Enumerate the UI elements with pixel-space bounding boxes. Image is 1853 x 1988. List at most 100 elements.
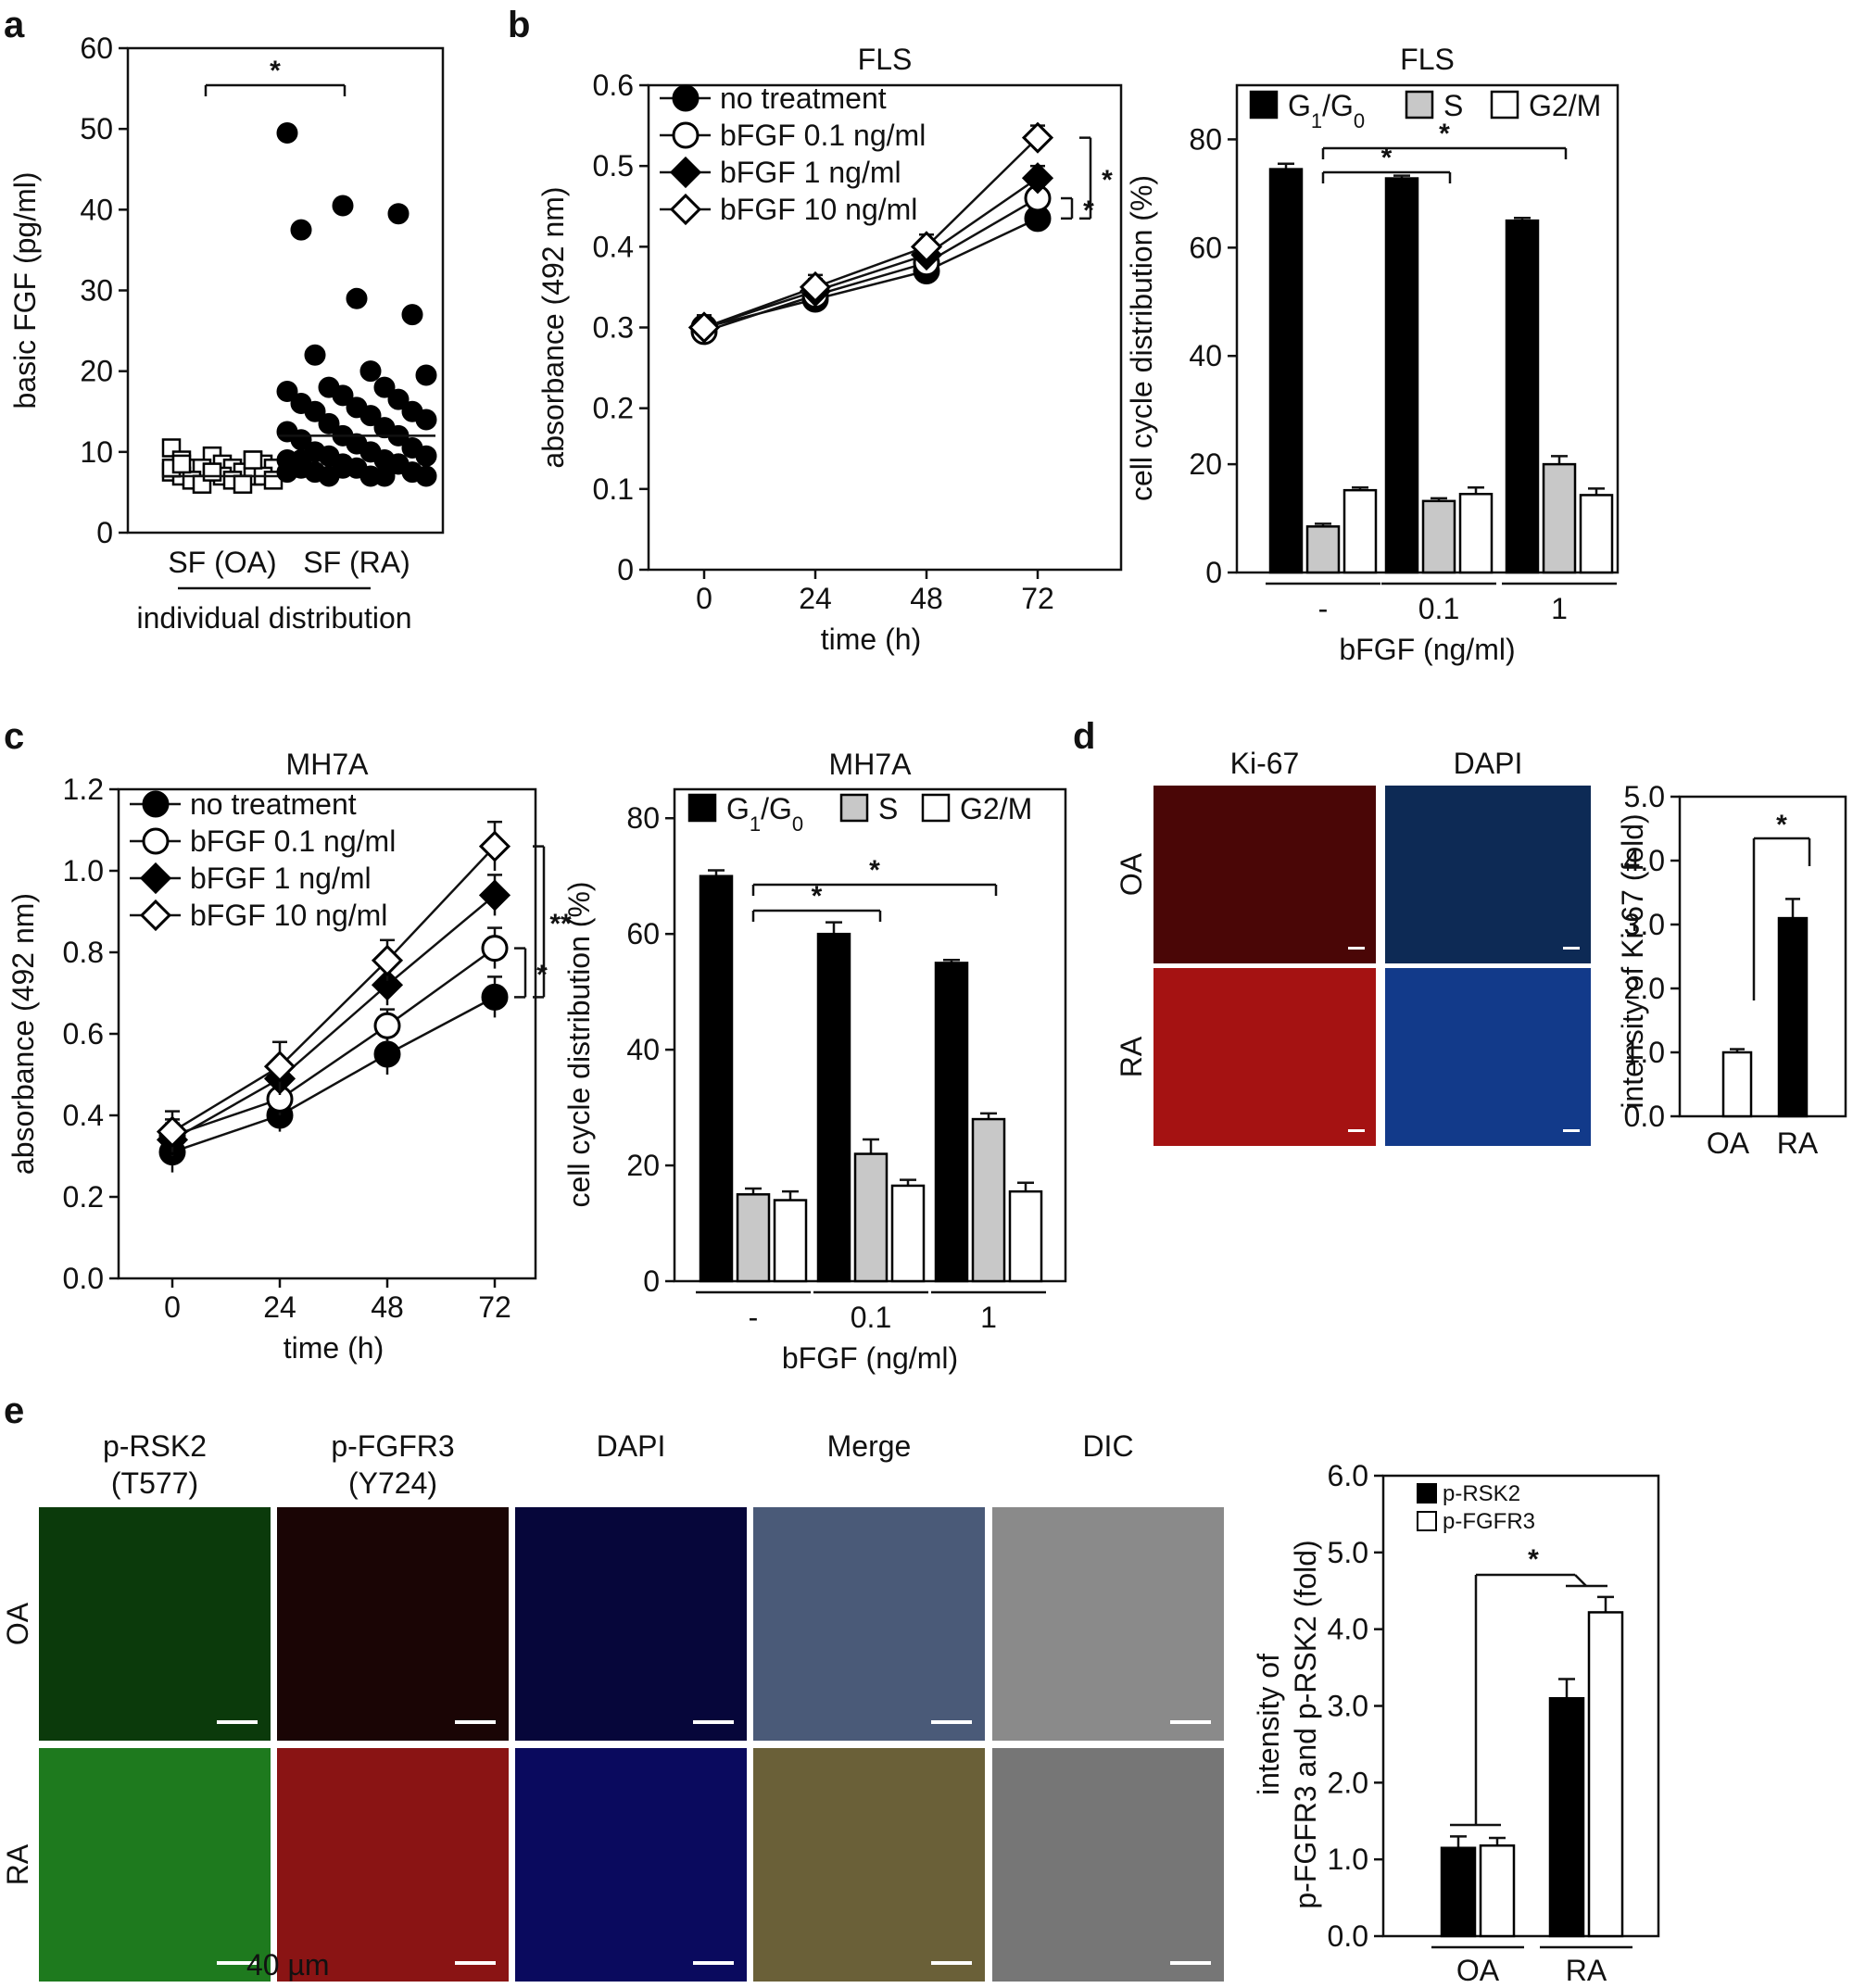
c2-ytick-label-4: 80 [626, 801, 660, 835]
c2-legend-label-2: G2/M [960, 792, 1032, 825]
e-col-label-2: DAPI [597, 1429, 666, 1463]
e-image-scale-bar-4-1 [1170, 1961, 1211, 1965]
b1-legend-marker-3 [669, 193, 702, 226]
b1-point-3-0 [687, 311, 721, 344]
b1-ytick-label-2: 0.2 [593, 392, 634, 425]
c1-ylabel: absorbance (492 nm) [6, 893, 40, 1175]
b1-sig-star-1: * [1102, 165, 1113, 195]
c2-sig-star-1: * [869, 855, 880, 886]
e-image-2-1 [515, 1748, 747, 1982]
c1-point-1-2 [373, 1012, 401, 1039]
b2-ytick-label-2: 40 [1189, 339, 1222, 372]
c2-category-label-2: 1 [980, 1301, 997, 1334]
e-image-1-1 [277, 1748, 509, 1982]
c2-sig-star-0: * [812, 881, 823, 912]
panel-label-b: b [508, 5, 530, 45]
a-point-1-5 [401, 304, 423, 326]
c2-ylabel: cell cycle distribution (%) [562, 881, 596, 1207]
a-point-1-6 [304, 344, 326, 366]
a-xlabel: individual distribution [136, 601, 411, 635]
c1-legend-label-0: no treatment [190, 787, 357, 821]
d-image-dapi-oa [1385, 786, 1591, 963]
b2-bar-0-1 [1384, 177, 1419, 574]
b1-xtick-label-0: 0 [696, 582, 712, 615]
panel-label-e: e [4, 1390, 24, 1431]
c1-point-3-0 [156, 1115, 189, 1148]
e-row-label-0: OA [1, 1602, 34, 1645]
c1-xtick-label-2: 48 [371, 1290, 404, 1324]
b1-legend-label-2: bFGF 1 ng/ml [720, 156, 901, 189]
b1-series-line-1 [703, 196, 1039, 333]
a-ytick-label-0: 0 [96, 516, 113, 549]
e-bar-0-1 [1548, 1696, 1585, 1938]
b1-ytick-label-6: 0.6 [593, 69, 634, 102]
b1-series-line-3 [703, 136, 1039, 329]
b2-bar-2-2 [1579, 494, 1614, 574]
c1-series-line-2 [171, 894, 496, 1141]
panel-label-d: d [1073, 716, 1095, 757]
b1-ytick-label-0: 0 [617, 553, 634, 586]
c2-bar-1-1 [853, 1152, 889, 1283]
e-col-sublabel-0: (T577) [111, 1466, 198, 1500]
a-point-1-8 [415, 364, 437, 386]
b1-series-line-2 [703, 177, 1039, 329]
c1-point-0-2 [373, 1040, 401, 1068]
c1-ytick-label-4: 0.8 [63, 936, 104, 969]
d-image-ki67-ra [1153, 968, 1376, 1146]
c2-bar-2-1 [890, 1184, 926, 1283]
a-category-label-1: SF (RA) [303, 546, 410, 579]
c2-bar-1-2 [971, 1117, 1006, 1283]
a-point-1-11 [276, 380, 298, 402]
b2-bar-1-2 [1542, 462, 1577, 574]
b2-bar-1-0 [1305, 525, 1341, 574]
e-ylabel-line-0: intensity of [1252, 1654, 1285, 1795]
e-category-label-1: RA [1566, 1954, 1607, 1987]
b1-ylabel: absorbance (492 nm) [536, 186, 570, 468]
d-bar-0 [1721, 1051, 1753, 1118]
a-ytick-label-1: 10 [80, 435, 113, 469]
b1-ytick-label-5: 0.5 [593, 149, 634, 182]
a-ytick-label-2: 20 [80, 355, 113, 388]
b1-point-3-1 [799, 271, 832, 303]
d-ytick-label-3: 3.0 [1624, 908, 1665, 941]
a-point-1-20 [318, 412, 340, 434]
e-bar-1-0 [1479, 1844, 1516, 1938]
b2-ytick-label-1: 20 [1189, 447, 1222, 481]
b2-legend-swatch-1 [1405, 90, 1434, 120]
c2-title: MH7A [829, 748, 913, 781]
b2-category-label-0: - [1318, 592, 1329, 625]
c2-ytick-label-1: 20 [626, 1149, 660, 1182]
b2-ytick-label-4: 80 [1189, 122, 1222, 156]
b2-bar-1-1 [1421, 499, 1456, 574]
c1-series-line-0 [171, 996, 496, 1153]
c2-ytick-label-0: 0 [643, 1265, 660, 1298]
panel-d: Ki-67 DAPI OA RA 0.0 1.0 2.0 3.0 4.0 5.0intensity… [1115, 747, 1847, 1160]
d-col-label-1: DAPI [1454, 747, 1523, 780]
b2-sig-star-0: * [1381, 143, 1393, 173]
c2-bar-2-0 [773, 1199, 808, 1283]
a-point-1-12 [332, 384, 354, 407]
a-point-1-45 [332, 457, 354, 479]
b2-ytick-label-3: 60 [1189, 231, 1222, 264]
c2-category-label-1: 0.1 [851, 1301, 891, 1334]
d-ytick-label-1: 1.0 [1624, 1036, 1665, 1069]
c2-bar-1-0 [736, 1193, 771, 1283]
c2-bar-2-2 [1008, 1189, 1043, 1283]
b1-point-3-2 [910, 231, 943, 263]
c2-bar-0-0 [699, 874, 734, 1283]
panel-label-a: a [4, 5, 25, 45]
c1-series-line-1 [171, 947, 496, 1138]
a-sig-star: * [270, 56, 281, 86]
e-bar-1-1 [1587, 1611, 1624, 1938]
c1-legend-label-1: bFGF 0.1 ng/ml [190, 824, 396, 858]
e-image-2-0 [515, 1507, 747, 1741]
b2-bar-0-0 [1268, 168, 1304, 574]
d-plot-frame [1678, 795, 1847, 1118]
c2-legend-swatch-0 [687, 793, 717, 823]
a-point-1-46 [387, 453, 410, 475]
d-image-ki67-oa-scale-bar [1348, 947, 1365, 950]
b2-title: FLS [1400, 43, 1455, 76]
a-ylabel: basic FGF (pg/ml) [8, 171, 42, 409]
c2-legend-label-0: G1/G0 [726, 792, 803, 836]
c1-point-1-3 [481, 935, 509, 963]
